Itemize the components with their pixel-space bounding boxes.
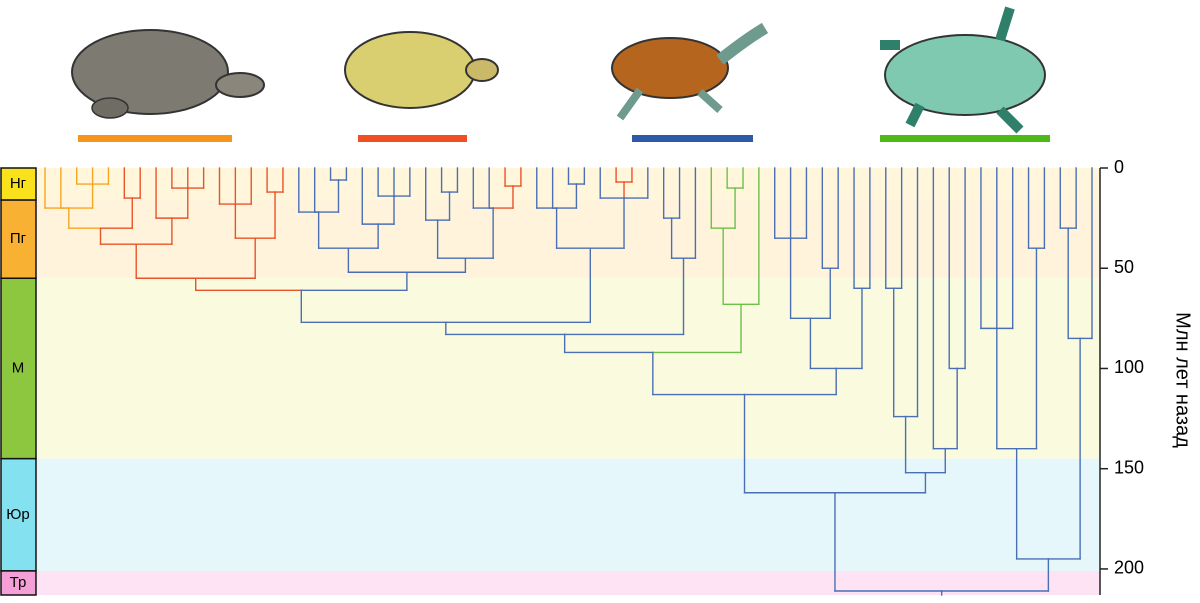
period-backgrounds: Нг Пг М Юр Тр [0,167,1100,596]
clade-bar [880,135,1050,142]
illustration-sea-turtle [880,6,1046,134]
axis-title: Млн лет назад [1172,312,1194,448]
period-box [0,199,37,280]
tree [44,167,1093,596]
period-band [37,278,1100,459]
y-axis: 0 50 100 150 200 [1099,157,1144,595]
clade-bar [78,135,232,142]
y-tick-label: 200 [1114,558,1144,578]
y-tick-label: 50 [1114,257,1134,277]
y-tick-label: 100 [1114,357,1144,377]
period-box [0,277,37,460]
illustration-pond-turtle [611,22,769,121]
clade-bar [358,135,467,142]
y-tick-label: 150 [1114,457,1144,477]
period-box [0,167,37,201]
illustration-tortoise [71,29,265,119]
period-label: М [12,359,25,376]
period-box [0,570,37,596]
illustration-tortoise-small [344,31,499,109]
clade-bar [632,135,753,142]
period-band [37,458,1100,571]
period-label: Тр [10,574,27,591]
clade-bars [78,135,1050,142]
y-tick-label: 0 [1114,157,1124,177]
period-band [37,200,1100,279]
period-label: Пг [10,230,27,247]
period-label: Юр [6,506,30,523]
period-label: Нг [10,175,27,192]
